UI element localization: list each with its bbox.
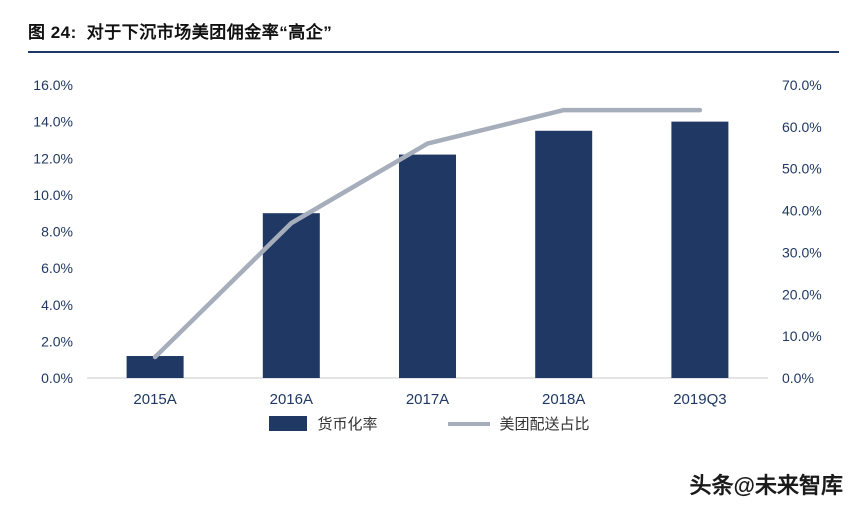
x-axis-category-label: 2019Q3: [673, 391, 726, 408]
left-axis-tick-label: 12.0%: [33, 150, 73, 166]
figure-title-text: 对于下沉市场美团佣金率“高企”: [86, 23, 333, 42]
figure-number: 图 24:: [28, 23, 77, 42]
combo-chart: 0.0% 2.0% 4.0% 6.0% 8.0% 10.0% 12.0% 14.0% 16.0%…: [33, 77, 822, 408]
x-axis-category-label: 2015A: [133, 391, 176, 408]
watermark: 头条@未来智库: [689, 473, 843, 498]
left-axis-tick-label: 10.0%: [33, 187, 73, 203]
right-axis-tick-label: 50.0%: [782, 161, 822, 177]
bar-monetization-rate: [671, 121, 729, 378]
x-axis-category-label: 2018A: [542, 391, 585, 408]
left-axis-tick-label: 4.0%: [41, 297, 73, 313]
legend-line-swatch: [447, 421, 490, 426]
right-axis-tick-label: 60.0%: [782, 119, 822, 135]
left-axis-tick-label: 16.0%: [33, 77, 73, 93]
right-axis-tick-label: 30.0%: [782, 244, 822, 260]
bar-monetization-rate: [126, 356, 184, 378]
figure-title: 图 24: 对于下沉市场美团佣金率“高企”: [0, 0, 859, 43]
legend-line-label: 美团配送占比: [499, 416, 590, 433]
right-axis-tick-label: 40.0%: [782, 203, 822, 219]
chart-legend: 货币化率 美团配送占比: [0, 413, 859, 434]
bar-monetization-rate: [399, 154, 456, 378]
bar-monetization-rate: [535, 130, 593, 378]
legend-item-monetization-rate: 货币化率: [269, 413, 378, 434]
left-axis-tick-label: 8.0%: [41, 224, 73, 240]
right-axis-tick-label: 70.0%: [782, 77, 822, 93]
left-axis-tick-label: 6.0%: [41, 260, 73, 276]
bar-monetization-rate: [262, 213, 320, 378]
right-axis-tick-label: 0.0%: [782, 370, 814, 386]
x-axis-category-label: 2017A: [406, 391, 449, 408]
right-axis-tick-label: 10.0%: [782, 328, 822, 344]
right-axis-tick-label: 20.0%: [782, 286, 822, 302]
legend-bar-swatch: [269, 416, 308, 431]
title-underline: [28, 51, 839, 53]
left-axis-tick-label: 14.0%: [33, 114, 73, 130]
legend-item-delivery-share: 美团配送占比: [447, 413, 590, 434]
line-delivery-share: [152, 107, 703, 360]
legend-bar-label: 货币化率: [317, 416, 378, 433]
x-axis-category-label: 2016A: [270, 391, 313, 408]
left-axis-tick-label: 2.0%: [41, 333, 73, 349]
left-axis-tick-label: 0.0%: [41, 370, 73, 386]
